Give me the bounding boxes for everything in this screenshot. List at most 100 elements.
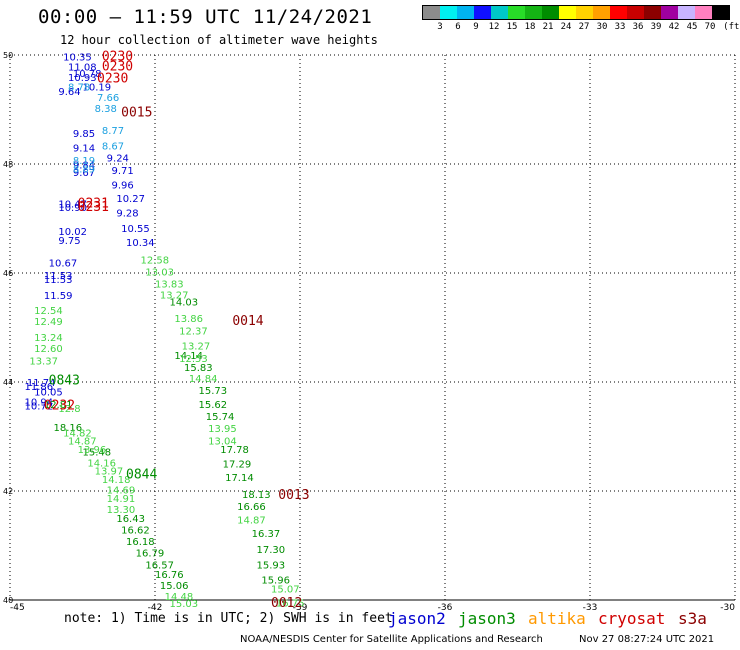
data-point-label: 9.96: [112, 181, 134, 192]
x-tick-label: -45: [10, 603, 25, 613]
data-point-label: 16.66: [237, 502, 266, 513]
color-swatch: [678, 6, 695, 19]
color-swatch: [576, 6, 593, 19]
data-point-label: 14.82: [63, 429, 92, 440]
data-point-label: 16.62: [121, 526, 150, 537]
data-point-label: 15.03: [170, 599, 199, 610]
data-point-label: 11.53: [44, 271, 73, 282]
data-point-label: 16.37: [252, 529, 281, 540]
color-swatch: [661, 6, 678, 19]
data-point-label: 15.07: [271, 584, 300, 595]
color-swatch: [593, 6, 610, 19]
data-point-label: 10.55: [121, 224, 150, 235]
color-swatch: [440, 6, 457, 19]
pass-time-label: 0015: [121, 106, 152, 121]
data-point-label: 10.72: [25, 401, 54, 412]
data-point-label: 10.27: [116, 194, 145, 205]
color-swatch: [695, 6, 712, 19]
data-point-label: 18.13: [242, 490, 271, 501]
data-point-label: 10.78: [73, 69, 102, 80]
color-scale-label: 30: [596, 22, 608, 32]
color-scale-label: 36: [632, 22, 644, 32]
data-point-label: 13.27: [182, 341, 211, 352]
data-point-label: 8.77: [102, 126, 124, 137]
data-point-label: 12.60: [34, 344, 63, 355]
data-point-label: 15.83: [184, 363, 213, 374]
data-point-label: 17.14: [225, 473, 254, 484]
color-swatch: [423, 6, 440, 19]
pass-time-label: 0231: [78, 197, 109, 212]
color-scale-label: 21: [542, 22, 554, 32]
data-point-label: 13.30: [107, 505, 136, 516]
data-point-label: 14.87: [68, 437, 97, 448]
data-point-label: 13.24: [34, 333, 63, 344]
data-point-label: 13.03: [145, 268, 174, 279]
data-point-label: 16.18: [126, 537, 155, 548]
data-point-label: 13.86: [174, 314, 203, 325]
pass-time-label: 0231: [78, 200, 109, 215]
data-point-label: 15.74: [206, 412, 235, 423]
data-point-label: 10.34: [126, 238, 155, 249]
data-point-label: 17.78: [220, 445, 249, 456]
color-scale-label: 18: [524, 22, 536, 32]
data-point-label: 8.67: [102, 141, 124, 152]
color-swatch: [559, 6, 576, 19]
y-tick-label: 50: [3, 51, 13, 60]
data-point-label: 11.74: [27, 378, 56, 389]
data-point-label: 7.66: [97, 93, 119, 104]
x-tick-label: -33: [583, 603, 598, 613]
data-point-label: 15.96: [261, 576, 290, 587]
color-scale-label: 12: [488, 22, 500, 32]
credit-text: NOAA/NESDIS Center for Satellite Applica…: [240, 634, 543, 645]
data-point-label: 8.78: [68, 82, 90, 93]
color-scale-label: 45: [686, 22, 698, 32]
pass-time-label: 0012: [271, 596, 302, 611]
pass-time-label: 0844: [126, 467, 157, 482]
data-point-label: 10.67: [49, 258, 78, 269]
data-point-label: 14.16: [87, 458, 116, 469]
y-tick-label: 44: [3, 378, 13, 387]
legend-cryosat: cryosat: [598, 609, 666, 628]
data-point-label: 9.64: [58, 87, 80, 98]
pass-time-label: 0843: [49, 374, 80, 389]
pass-time-label: 0013: [278, 488, 309, 503]
pass-time-label: 0230: [102, 49, 133, 64]
data-point-label: 13.95: [208, 424, 237, 435]
color-swatch: [474, 6, 491, 19]
data-point-label: 15.48: [83, 448, 112, 459]
data-point-label: 15.73: [199, 386, 228, 397]
data-point-label: 9.14: [73, 143, 95, 154]
y-tick-label: 48: [3, 160, 13, 169]
data-point-label: 18.16: [54, 423, 83, 434]
data-point-label: 17.30: [257, 545, 286, 556]
y-tick-label: 42: [3, 487, 13, 496]
data-point-label: 12.54: [34, 306, 63, 317]
legend-jason2: jason2: [388, 609, 446, 628]
y-tick-label: 46: [3, 269, 13, 278]
data-point-label: 15.62: [199, 400, 228, 411]
x-tick-label: -42: [148, 603, 163, 613]
generated-timestamp: Nov 27 08:27:24 UTC 2021: [579, 634, 715, 645]
data-point-label: 10.47: [58, 200, 87, 211]
data-point-label: 9.67: [73, 168, 95, 179]
color-swatch: [712, 6, 729, 19]
color-swatch: [508, 6, 525, 19]
data-point-label: 16.76: [155, 570, 184, 581]
data-point-label: 8.38: [95, 104, 117, 115]
data-point-label: 16.57: [145, 560, 174, 571]
data-point-label: 9.28: [116, 208, 138, 219]
data-point-label: 12.8: [58, 404, 80, 415]
data-point-label: 13.04: [208, 437, 237, 448]
color-scale-label: 3: [437, 22, 443, 32]
data-point-label: 8.89: [73, 165, 95, 176]
footnote: note: 1) Time is in UTC; 2) SWH is in fe…: [64, 611, 393, 626]
data-point-label: 9.71: [112, 166, 134, 177]
data-point-label: 13.96: [78, 445, 107, 456]
data-point-label: 8.19: [73, 156, 95, 167]
data-point-label: 15.93: [257, 560, 286, 571]
data-point-label: 12.53: [179, 354, 208, 365]
color-scale-swatches: [422, 5, 730, 20]
data-point-label: 14.84: [189, 374, 218, 385]
pass-time-label: 0230: [102, 59, 133, 74]
